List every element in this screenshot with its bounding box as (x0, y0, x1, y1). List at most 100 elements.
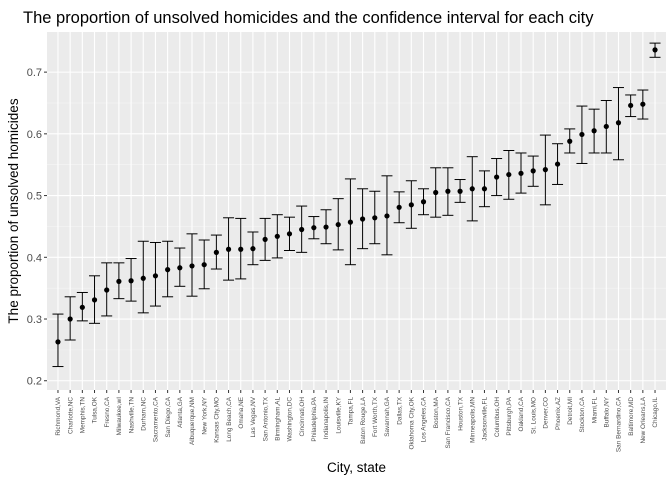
x-axis-title: City, state (327, 460, 386, 475)
data-point (481, 186, 488, 192)
x-tick-label: San Bernardino,CA (616, 396, 623, 452)
x-tick-label: Minneapolis,MN (469, 397, 476, 443)
data-point (286, 231, 293, 237)
x-tick-label: Baton Rouge,LA (360, 396, 367, 444)
data-point (165, 267, 171, 273)
x-tick-label: Los Angeles,CA (421, 396, 428, 442)
data-point (408, 202, 414, 208)
x-tick-label: Charlotte,NC (67, 397, 74, 434)
x-tick-label: Boston,MA (433, 396, 440, 428)
x-tick-label: Tulsa,OK (92, 396, 99, 423)
data-point (128, 278, 134, 284)
x-tick-label: Stockton,CA (579, 396, 586, 432)
x-tick-label: New York,NY (201, 396, 208, 434)
x-tick-label: Tampa,FL (348, 397, 355, 426)
x-tick-label: Las Vegas,NV (250, 396, 257, 437)
x-tick-label: Durham,NC (140, 397, 147, 431)
data-point (347, 219, 354, 225)
data-point (457, 188, 463, 194)
data-point (579, 131, 585, 138)
x-tick-label: Dallas,TX (396, 396, 403, 424)
data-point (494, 174, 500, 180)
x-tick-label: Oklahoma City,OK (409, 396, 416, 449)
x-tick-label: San Antonio,TX (262, 396, 269, 441)
x-tick-label: Fort Worth,TX (372, 396, 379, 437)
x-tick-label: Atlanta,GA (177, 396, 184, 428)
x-tick-label: Cincinnati,OH (299, 397, 306, 437)
x-tick-label: Oakland,CA (518, 396, 525, 431)
data-points (55, 47, 658, 345)
x-axis-ticks: Richmond,VA Charlotte,NC Memphis,TN Tulsa,O… (55, 390, 659, 452)
data-point (67, 316, 73, 322)
x-tick-label: Savannah,GA (384, 396, 391, 437)
y-tick-label: 0.7 (27, 67, 42, 79)
y-axis-ticks: 0.2 0.3 0.4 0.5 0.6 0.7 (27, 67, 47, 388)
data-point (469, 186, 475, 192)
chart-title: The proportion of unsolved homicides and… (23, 9, 594, 27)
data-point (189, 263, 195, 269)
data-point (116, 278, 122, 284)
data-point (55, 339, 61, 345)
data-point (201, 262, 207, 268)
x-tick-label: Nashville,TN (128, 397, 135, 434)
x-tick-label: Phoenix,AZ (555, 397, 562, 430)
data-point (652, 47, 658, 53)
x-tick-label: San Francisco,CA (445, 396, 452, 448)
data-point (250, 246, 256, 252)
data-point (177, 265, 183, 271)
data-point (567, 138, 573, 144)
data-point (213, 249, 219, 255)
data-point (615, 120, 622, 126)
y-tick-label: 0.5 (27, 191, 42, 203)
x-tick-label: Pittsburgh,PA (506, 396, 513, 435)
x-tick-label: Louisville,KY (335, 396, 342, 433)
x-tick-label: Buffalo,NY (603, 396, 610, 427)
data-point (91, 297, 98, 303)
minor-gridlines (47, 102, 666, 351)
x-tick-label: Columbus,OH (494, 397, 501, 438)
data-point (542, 167, 548, 173)
data-point (79, 304, 85, 310)
data-point (238, 246, 244, 252)
data-point (311, 225, 317, 231)
data-point (603, 123, 609, 130)
data-point (420, 199, 427, 205)
x-tick-label: Albuquerque,NM (189, 397, 196, 445)
x-tick-label: Sacramento,CA (153, 396, 160, 442)
y-tick-label: 0.3 (27, 314, 42, 326)
x-tick-label: San Diego,CA (165, 396, 172, 437)
data-point (591, 128, 597, 134)
data-point (152, 273, 159, 279)
x-tick-label: Memphis,TN (80, 397, 87, 434)
data-point (104, 287, 110, 293)
y-tick-label: 0.4 (27, 252, 42, 264)
y-tick-label: 0.2 (27, 376, 42, 388)
x-tick-label: Fresno,CA (104, 396, 111, 427)
data-point (359, 216, 366, 222)
x-tick-label: Denver,CO (543, 397, 550, 429)
x-tick-label: St. Louis,MO (530, 397, 537, 434)
x-tick-label: Birmingham,AL (274, 397, 281, 441)
x-tick-label: New Orleans,LA (640, 396, 647, 443)
plot-panel (47, 32, 666, 390)
x-tick-label: Detroit,MI (567, 397, 574, 425)
data-point (323, 224, 329, 230)
data-point (335, 221, 341, 228)
data-point (640, 101, 646, 107)
x-tick-label: Richmond,VA (55, 396, 62, 435)
data-point (530, 168, 536, 174)
data-point (396, 204, 402, 210)
data-point (262, 236, 268, 242)
major-gridlines (47, 32, 666, 390)
data-point (518, 170, 524, 176)
x-tick-label: Washington,DC (287, 397, 294, 442)
data-point (445, 188, 451, 194)
data-point (554, 161, 561, 167)
data-point (274, 233, 280, 239)
data-point (433, 189, 439, 196)
data-point (299, 226, 305, 233)
x-tick-label: Long Beach,CA (226, 396, 233, 442)
x-tick-label: Miami,FL (591, 397, 598, 424)
x-tick-label: Indianapolis,IN (323, 397, 330, 440)
